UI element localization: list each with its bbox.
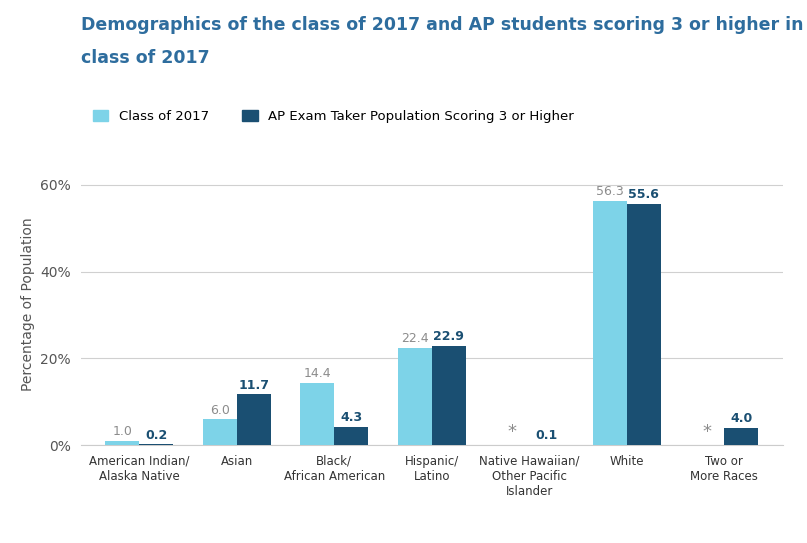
- Text: 11.7: 11.7: [238, 379, 270, 392]
- Bar: [203, 419, 236, 445]
- Text: 4.3: 4.3: [341, 411, 362, 424]
- Text: *: *: [703, 423, 712, 441]
- Bar: [627, 204, 661, 445]
- Text: 0.2: 0.2: [145, 429, 167, 442]
- Bar: [300, 383, 334, 445]
- Bar: [236, 394, 271, 445]
- Y-axis label: Percentage of Population: Percentage of Population: [21, 217, 35, 391]
- Bar: [724, 428, 759, 445]
- Text: 22.9: 22.9: [433, 330, 464, 343]
- Bar: [334, 427, 368, 445]
- Text: Demographics of the class of 2017 and AP students scoring 3 or higher in the: Demographics of the class of 2017 and AP…: [81, 16, 807, 34]
- Text: 6.0: 6.0: [210, 403, 230, 416]
- Legend: Class of 2017, AP Exam Taker Population Scoring 3 or Higher: Class of 2017, AP Exam Taker Population …: [87, 104, 579, 128]
- Text: 0.1: 0.1: [535, 429, 558, 442]
- Text: 56.3: 56.3: [596, 185, 624, 198]
- Bar: [105, 441, 139, 445]
- Text: 1.0: 1.0: [112, 425, 132, 438]
- Text: *: *: [508, 423, 516, 441]
- Bar: [139, 444, 174, 445]
- Bar: [432, 346, 466, 445]
- Text: 22.4: 22.4: [401, 332, 429, 345]
- Bar: [398, 348, 432, 445]
- Bar: [592, 201, 627, 445]
- Text: 4.0: 4.0: [730, 412, 752, 425]
- Text: 14.4: 14.4: [303, 367, 331, 380]
- Text: 55.6: 55.6: [629, 188, 659, 201]
- Text: class of 2017: class of 2017: [81, 49, 209, 67]
